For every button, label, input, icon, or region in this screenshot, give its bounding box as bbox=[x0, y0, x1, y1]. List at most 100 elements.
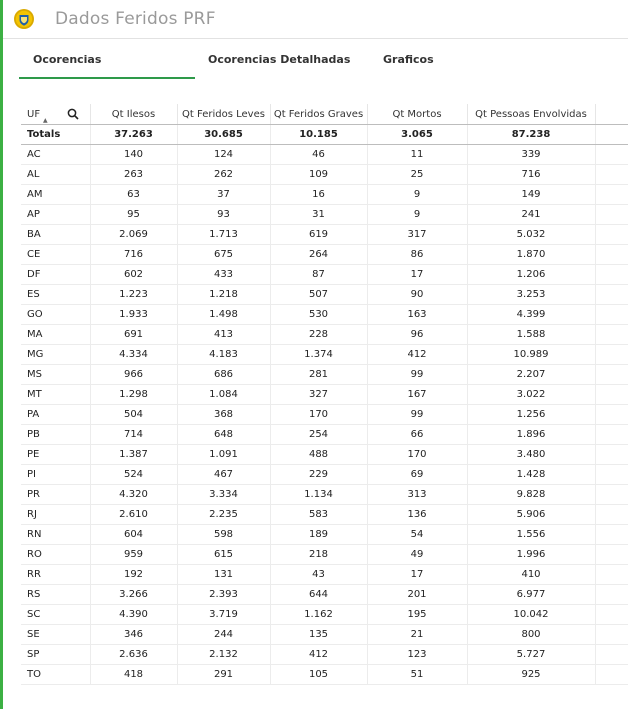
totals-row: Totals 37.263 30.685 10.185 3.065 87.238 bbox=[21, 124, 628, 145]
row-value-cell: 123 bbox=[367, 644, 468, 665]
search-icon[interactable] bbox=[67, 108, 79, 120]
totals-cell: 10.185 bbox=[270, 124, 368, 145]
column-header-qt-feridos-graves[interactable]: Qt Feridos Graves bbox=[270, 104, 368, 125]
table-row[interactable]: GO 1.933 1.498 530 163 4.399 bbox=[21, 304, 628, 325]
totals-cell: 37.263 bbox=[90, 124, 178, 145]
row-value-cell: 327 bbox=[270, 384, 368, 405]
row-value-cell: 17 bbox=[367, 264, 468, 285]
tab-graficos[interactable]: Graficos bbox=[383, 53, 434, 66]
table-row[interactable]: PR 4.320 3.334 1.134 313 9.828 bbox=[21, 484, 628, 505]
table-row[interactable]: PI 524 467 229 69 1.428 bbox=[21, 464, 628, 485]
row-value-cell: 31 bbox=[270, 204, 368, 225]
column-header-qt-pessoas-envolvidas[interactable]: Qt Pessoas Envolvidas bbox=[467, 104, 596, 125]
row-value-cell: 1.556 bbox=[467, 524, 596, 545]
active-tab-indicator bbox=[19, 77, 195, 79]
row-uf-cell: RR bbox=[21, 564, 91, 585]
table-row[interactable]: PB 714 648 254 66 1.896 bbox=[21, 424, 628, 445]
row-value-cell: 714 bbox=[90, 424, 178, 445]
row-value-cell: 507 bbox=[270, 284, 368, 305]
empty-cell bbox=[595, 124, 628, 145]
row-value-cell: 21 bbox=[367, 624, 468, 645]
row-value-cell: 192 bbox=[90, 564, 178, 585]
table-row[interactable]: DF 602 433 87 17 1.206 bbox=[21, 264, 628, 285]
table-row[interactable]: ES 1.223 1.218 507 90 3.253 bbox=[21, 284, 628, 305]
empty-cell bbox=[595, 324, 628, 345]
row-value-cell: 99 bbox=[367, 364, 468, 385]
table-row[interactable]: CE 716 675 264 86 1.870 bbox=[21, 244, 628, 265]
row-value-cell: 604 bbox=[90, 524, 178, 545]
table-row[interactable]: SP 2.636 2.132 412 123 5.727 bbox=[21, 644, 628, 665]
row-uf-cell: MG bbox=[21, 344, 91, 365]
row-value-cell: 6.977 bbox=[467, 584, 596, 605]
column-header-qt-mortos[interactable]: Qt Mortos bbox=[367, 104, 468, 125]
table-row[interactable]: MS 966 686 281 99 2.207 bbox=[21, 364, 628, 385]
table-row[interactable]: RJ 2.610 2.235 583 136 5.906 bbox=[21, 504, 628, 525]
row-value-cell: 1.298 bbox=[90, 384, 178, 405]
row-value-cell: 1.713 bbox=[177, 224, 271, 245]
tab-ocorencias[interactable]: Ocorencias bbox=[33, 53, 102, 66]
empty-cell bbox=[595, 444, 628, 465]
table-row[interactable]: RN 604 598 189 54 1.556 bbox=[21, 524, 628, 545]
row-value-cell: 530 bbox=[270, 304, 368, 325]
row-value-cell: 54 bbox=[367, 524, 468, 545]
table-row[interactable]: AC 140 124 46 11 339 bbox=[21, 144, 628, 165]
row-uf-cell: AP bbox=[21, 204, 91, 225]
column-header-empty bbox=[595, 104, 628, 125]
data-table-container: UF ▲ Qt Ilesos Qt Feridos Leves Qt Ferid… bbox=[21, 104, 628, 685]
table-row[interactable]: MA 691 413 228 96 1.588 bbox=[21, 324, 628, 345]
row-value-cell: 264 bbox=[270, 244, 368, 265]
row-value-cell: 96 bbox=[367, 324, 468, 345]
prf-badge-icon bbox=[14, 9, 34, 29]
row-value-cell: 149 bbox=[467, 184, 596, 205]
empty-cell bbox=[595, 244, 628, 265]
table-row[interactable]: MG 4.334 4.183 1.374 412 10.989 bbox=[21, 344, 628, 365]
row-value-cell: 1.218 bbox=[177, 284, 271, 305]
row-uf-cell: RN bbox=[21, 524, 91, 545]
sort-asc-icon[interactable]: ▲ bbox=[43, 117, 48, 124]
row-uf-cell: AL bbox=[21, 164, 91, 185]
row-value-cell: 1.933 bbox=[90, 304, 178, 325]
table-header-row: UF ▲ Qt Ilesos Qt Feridos Leves Qt Ferid… bbox=[21, 104, 628, 125]
row-value-cell: 413 bbox=[177, 324, 271, 345]
row-value-cell: 418 bbox=[90, 664, 178, 685]
row-value-cell: 3.719 bbox=[177, 604, 271, 625]
row-value-cell: 87 bbox=[270, 264, 368, 285]
totals-cell: 3.065 bbox=[367, 124, 468, 145]
table-row[interactable]: AL 263 262 109 25 716 bbox=[21, 164, 628, 185]
table-row[interactable]: RO 959 615 218 49 1.996 bbox=[21, 544, 628, 565]
column-header-qt-ilesos[interactable]: Qt Ilesos bbox=[90, 104, 178, 125]
table-row[interactable]: MT 1.298 1.084 327 167 3.022 bbox=[21, 384, 628, 405]
row-value-cell: 3.253 bbox=[467, 284, 596, 305]
row-value-cell: 2.393 bbox=[177, 584, 271, 605]
row-value-cell: 17 bbox=[367, 564, 468, 585]
row-value-cell: 124 bbox=[177, 144, 271, 165]
row-uf-cell: TO bbox=[21, 664, 91, 685]
row-value-cell: 9.828 bbox=[467, 484, 596, 505]
table-row[interactable]: RR 192 131 43 17 410 bbox=[21, 564, 628, 585]
table-row[interactable]: PA 504 368 170 99 1.256 bbox=[21, 404, 628, 425]
row-value-cell: 241 bbox=[467, 204, 596, 225]
row-value-cell: 410 bbox=[467, 564, 596, 585]
table-row[interactable]: RS 3.266 2.393 644 201 6.977 bbox=[21, 584, 628, 605]
table-row[interactable]: PE 1.387 1.091 488 170 3.480 bbox=[21, 444, 628, 465]
row-value-cell: 959 bbox=[90, 544, 178, 565]
table-row[interactable]: AM 63 37 16 9 149 bbox=[21, 184, 628, 205]
tab-bar: Ocorencias Ocorencias Detalhadas Grafico… bbox=[3, 51, 628, 91]
totals-cell: 30.685 bbox=[177, 124, 271, 145]
table-row[interactable]: SC 4.390 3.719 1.162 195 10.042 bbox=[21, 604, 628, 625]
table-row[interactable]: TO 418 291 105 51 925 bbox=[21, 664, 628, 685]
table-row[interactable]: BA 2.069 1.713 619 317 5.032 bbox=[21, 224, 628, 245]
empty-cell bbox=[595, 404, 628, 425]
column-header-qt-feridos-leves[interactable]: Qt Feridos Leves bbox=[177, 104, 271, 125]
table-row[interactable]: SE 346 244 135 21 800 bbox=[21, 624, 628, 645]
row-value-cell: 291 bbox=[177, 664, 271, 685]
tab-ocorencias-detalhadas[interactable]: Ocorencias Detalhadas bbox=[208, 53, 351, 66]
row-uf-cell: SE bbox=[21, 624, 91, 645]
row-value-cell: 69 bbox=[367, 464, 468, 485]
column-header-uf[interactable]: UF ▲ bbox=[21, 104, 91, 125]
row-value-cell: 412 bbox=[367, 344, 468, 365]
table-row[interactable]: AP 95 93 31 9 241 bbox=[21, 204, 628, 225]
app-header: Dados Feridos PRF bbox=[3, 0, 628, 39]
row-value-cell: 619 bbox=[270, 224, 368, 245]
row-value-cell: 5.727 bbox=[467, 644, 596, 665]
